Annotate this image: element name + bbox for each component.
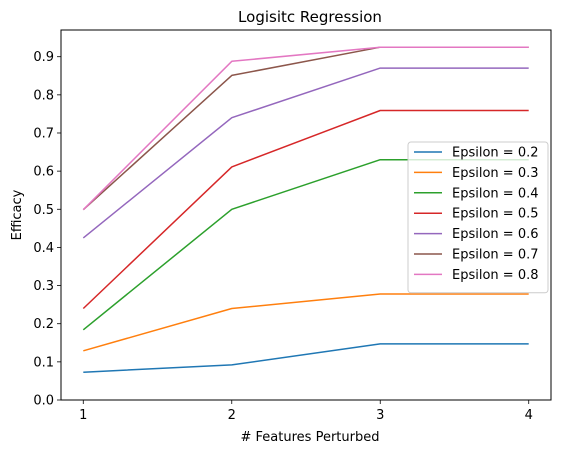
legend-label: Epsilon = 0.7 [452,248,539,263]
legend-label: Epsilon = 0.4 [452,186,539,201]
legend-label: Epsilon = 0.2 [452,146,539,161]
y-tick-label: 0.8 [33,88,54,103]
y-axis: 0.0 0.1 0.2 0.3 0.4 0.5 0.6 0.7 0.8 0.9 [33,50,61,409]
y-tick-label: 0.2 [33,317,54,332]
series-line-4 [82,67,529,239]
y-tick-label: 0.7 [33,126,54,141]
y-tick-label: 0.0 [33,394,54,409]
x-tick-label: 4 [525,408,533,423]
x-tick-label: 2 [228,408,236,423]
plot-frame [60,29,552,401]
y-tick-label: 0.1 [33,355,54,370]
plot-lines [82,46,529,373]
series-line-1 [83,293,529,352]
legend-label: Epsilon = 0.5 [452,207,539,222]
chart-title: Logisitc Regression [238,8,382,26]
y-tick-label: 0.3 [33,279,54,294]
x-tick-label: 3 [376,408,384,423]
legend-box [407,141,549,294]
legend-label: Epsilon = 0.6 [452,227,539,242]
series-line-0 [83,343,529,373]
x-axis-title: # Features Perturbed [241,430,380,445]
series-line-6 [82,46,529,211]
y-tick-label: 0.5 [33,203,54,218]
x-axis: 1 2 3 4 [79,400,533,423]
y-tick-label: 0.9 [33,50,54,65]
y-axis-title: Efficacy [10,189,25,240]
x-tick-label: 1 [79,408,87,423]
series-line-3 [82,109,529,310]
y-tick-label: 0.4 [33,241,54,256]
legend-label: Epsilon = 0.8 [452,268,539,283]
y-tick-label: 0.6 [33,165,54,180]
legend: Epsilon = 0.2 Epsilon = 0.3 Epsilon = 0.4 E… [407,141,549,294]
legend-label: Epsilon = 0.3 [452,166,539,181]
